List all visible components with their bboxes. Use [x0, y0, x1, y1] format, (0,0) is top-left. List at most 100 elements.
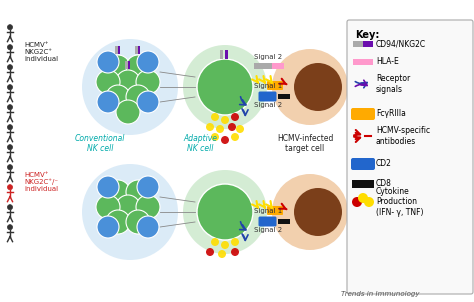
Circle shape	[126, 180, 150, 204]
Circle shape	[231, 248, 239, 256]
FancyBboxPatch shape	[258, 92, 276, 101]
Circle shape	[116, 100, 140, 124]
Circle shape	[8, 45, 12, 50]
FancyBboxPatch shape	[351, 108, 375, 120]
Circle shape	[8, 185, 12, 190]
Circle shape	[8, 125, 12, 130]
Circle shape	[221, 116, 229, 124]
Circle shape	[96, 70, 120, 94]
Bar	[278, 219, 290, 224]
FancyBboxPatch shape	[267, 81, 283, 90]
Bar	[272, 63, 284, 69]
Circle shape	[137, 176, 159, 198]
Text: HCMV⁺
NKG2C⁺/⁻
individual: HCMV⁺ NKG2C⁺/⁻ individual	[24, 172, 58, 192]
Circle shape	[294, 188, 342, 236]
Circle shape	[216, 125, 224, 133]
Text: Signal 2: Signal 2	[254, 102, 282, 108]
Circle shape	[221, 136, 229, 144]
Bar	[136, 46, 138, 54]
FancyBboxPatch shape	[267, 206, 283, 215]
Text: Signal 2: Signal 2	[254, 227, 282, 233]
FancyBboxPatch shape	[258, 217, 276, 226]
Text: CD94/NKG2C: CD94/NKG2C	[376, 40, 426, 49]
Text: Adaptive
NK cell: Adaptive NK cell	[183, 134, 217, 153]
Text: Key:: Key:	[355, 30, 379, 40]
Bar	[220, 50, 223, 59]
Circle shape	[137, 51, 159, 73]
Circle shape	[197, 184, 253, 240]
Bar	[353, 59, 373, 65]
Circle shape	[183, 45, 267, 129]
Text: CD8: CD8	[376, 179, 392, 188]
FancyBboxPatch shape	[352, 180, 374, 188]
Circle shape	[228, 123, 236, 131]
Bar	[128, 61, 130, 69]
Circle shape	[136, 70, 160, 94]
Circle shape	[97, 176, 119, 198]
Bar	[363, 41, 373, 47]
Circle shape	[8, 165, 12, 170]
Text: Signal 1: Signal 1	[254, 83, 282, 89]
Circle shape	[136, 195, 160, 219]
Circle shape	[8, 65, 12, 70]
Circle shape	[358, 193, 368, 203]
Circle shape	[126, 210, 150, 234]
Text: HCMV-infected
target cell: HCMV-infected target cell	[277, 134, 333, 153]
Bar	[225, 50, 228, 59]
Bar	[278, 94, 290, 99]
Circle shape	[97, 51, 119, 73]
Circle shape	[106, 180, 130, 204]
Circle shape	[221, 241, 229, 249]
Text: Receptor
signals: Receptor signals	[376, 74, 410, 94]
Circle shape	[8, 205, 12, 210]
Circle shape	[8, 105, 12, 110]
Circle shape	[231, 133, 239, 141]
Circle shape	[183, 170, 267, 254]
Circle shape	[97, 216, 119, 238]
Circle shape	[236, 125, 244, 133]
Circle shape	[197, 59, 253, 115]
Text: Conventional
NK cell: Conventional NK cell	[75, 134, 125, 153]
Text: HLA-E: HLA-E	[376, 57, 399, 66]
Text: CD2: CD2	[376, 159, 392, 169]
Circle shape	[211, 133, 219, 141]
Circle shape	[96, 195, 120, 219]
Circle shape	[106, 85, 130, 109]
Circle shape	[218, 250, 226, 258]
Circle shape	[211, 238, 219, 246]
Bar	[116, 46, 118, 54]
Bar	[118, 46, 120, 54]
Bar	[126, 61, 128, 69]
Circle shape	[116, 70, 140, 94]
Circle shape	[206, 123, 214, 131]
Bar	[254, 63, 272, 69]
Circle shape	[352, 197, 362, 207]
Text: Signal 2: Signal 2	[254, 54, 282, 60]
Circle shape	[126, 55, 150, 79]
Circle shape	[8, 25, 12, 30]
Circle shape	[116, 195, 140, 219]
Circle shape	[82, 39, 178, 135]
Bar	[353, 41, 363, 47]
Circle shape	[106, 210, 130, 234]
Circle shape	[137, 91, 159, 113]
FancyBboxPatch shape	[351, 158, 375, 170]
Text: HCMV-specific
antibodies: HCMV-specific antibodies	[376, 126, 430, 146]
Circle shape	[294, 63, 342, 111]
Circle shape	[97, 91, 119, 113]
Text: FcγRIIIa: FcγRIIIa	[376, 110, 406, 118]
Circle shape	[206, 248, 214, 256]
Circle shape	[8, 225, 12, 230]
Circle shape	[272, 174, 348, 250]
Text: HCMV⁺
NKG2C⁺
individual: HCMV⁺ NKG2C⁺ individual	[24, 42, 58, 62]
FancyBboxPatch shape	[347, 20, 473, 294]
Text: Trends in Immunology: Trends in Immunology	[341, 291, 419, 297]
Text: Cytokine
Production
(IFN- γ, TNF): Cytokine Production (IFN- γ, TNF)	[376, 187, 423, 217]
Circle shape	[364, 197, 374, 207]
Circle shape	[8, 85, 12, 90]
Bar	[138, 46, 140, 54]
Circle shape	[82, 164, 178, 260]
Circle shape	[272, 49, 348, 125]
Circle shape	[126, 85, 150, 109]
Circle shape	[231, 113, 239, 121]
